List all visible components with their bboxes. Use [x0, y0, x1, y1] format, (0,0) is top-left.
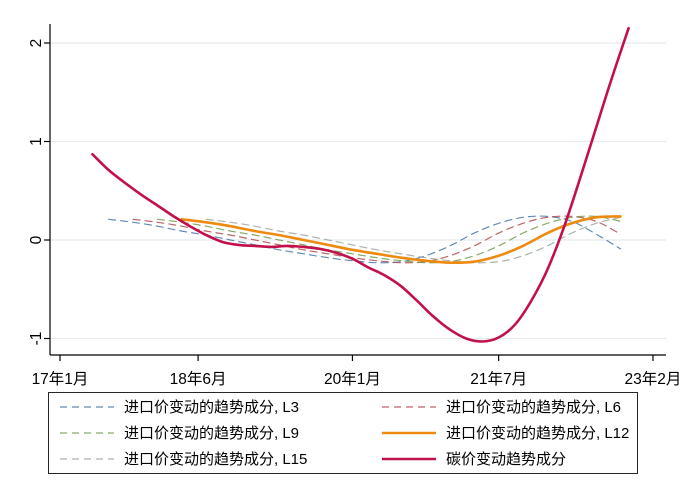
series-line-l3 — [108, 215, 622, 264]
legend-item-carbon: 碳价变动趋势成分 — [371, 447, 637, 471]
legend-label-carbon: 碳价变动趋势成分 — [446, 450, 567, 468]
x-tick-label: 20年1月 — [324, 370, 381, 388]
legend-label-l6: 进口价变动的趋势成分, L6 — [446, 398, 622, 416]
series-line-l15 — [205, 216, 622, 264]
series-line-carbon — [91, 26, 630, 343]
series-line-l12 — [180, 215, 622, 265]
legend-item-l3: 进口价变动的趋势成分, L3 — [49, 395, 371, 419]
legend-label-l9: 进口价变动的趋势成分, L9 — [124, 424, 300, 442]
series-line-l9 — [156, 215, 622, 264]
y-tick-label: 1 — [28, 137, 45, 146]
legend-key-l3-line — [60, 406, 114, 408]
x-tick-label: 23年2月 — [625, 370, 682, 388]
legend-item-l15: 进口价变动的趋势成分, L15 — [49, 447, 371, 471]
legend-key-l12-line — [382, 431, 436, 435]
y-tick-label: -1 — [28, 332, 45, 346]
legend-key-l6-line — [382, 406, 436, 408]
series-line-l6 — [132, 215, 622, 264]
legend-item-l12: 进口价变动的趋势成分, L12 — [371, 421, 637, 445]
legend-item-l9: 进口价变动的趋势成分, L9 — [49, 421, 371, 445]
legend-label-l3: 进口价变动的趋势成分, L3 — [124, 398, 300, 416]
trend-line-chart: 2 1 0 -1 17年1月 18年6月 20年1月 21年7月 23年2月 — [28, 24, 682, 388]
legend-item-l6: 进口价变动的趋势成分, L6 — [371, 395, 637, 419]
legend-key-carbon-line — [382, 457, 436, 461]
legend-label-l15: 进口价变动的趋势成分, L15 — [124, 450, 308, 468]
x-tick-label: 18年6月 — [170, 370, 227, 388]
y-tick-label: 0 — [28, 235, 45, 244]
legend-label-l12: 进口价变动的趋势成分, L12 — [446, 424, 630, 442]
x-tick-label: 21年7月 — [470, 370, 527, 388]
legend-key-l9-line — [60, 432, 114, 434]
legend-key-l15-line — [60, 458, 114, 460]
y-tick-label: 2 — [28, 39, 45, 48]
x-tick-label: 17年1月 — [32, 370, 89, 388]
legend: 进口价变动的趋势成分, L3 进口价变动的趋势成分, L6 进口价变动的趋势成分, … — [48, 392, 638, 474]
